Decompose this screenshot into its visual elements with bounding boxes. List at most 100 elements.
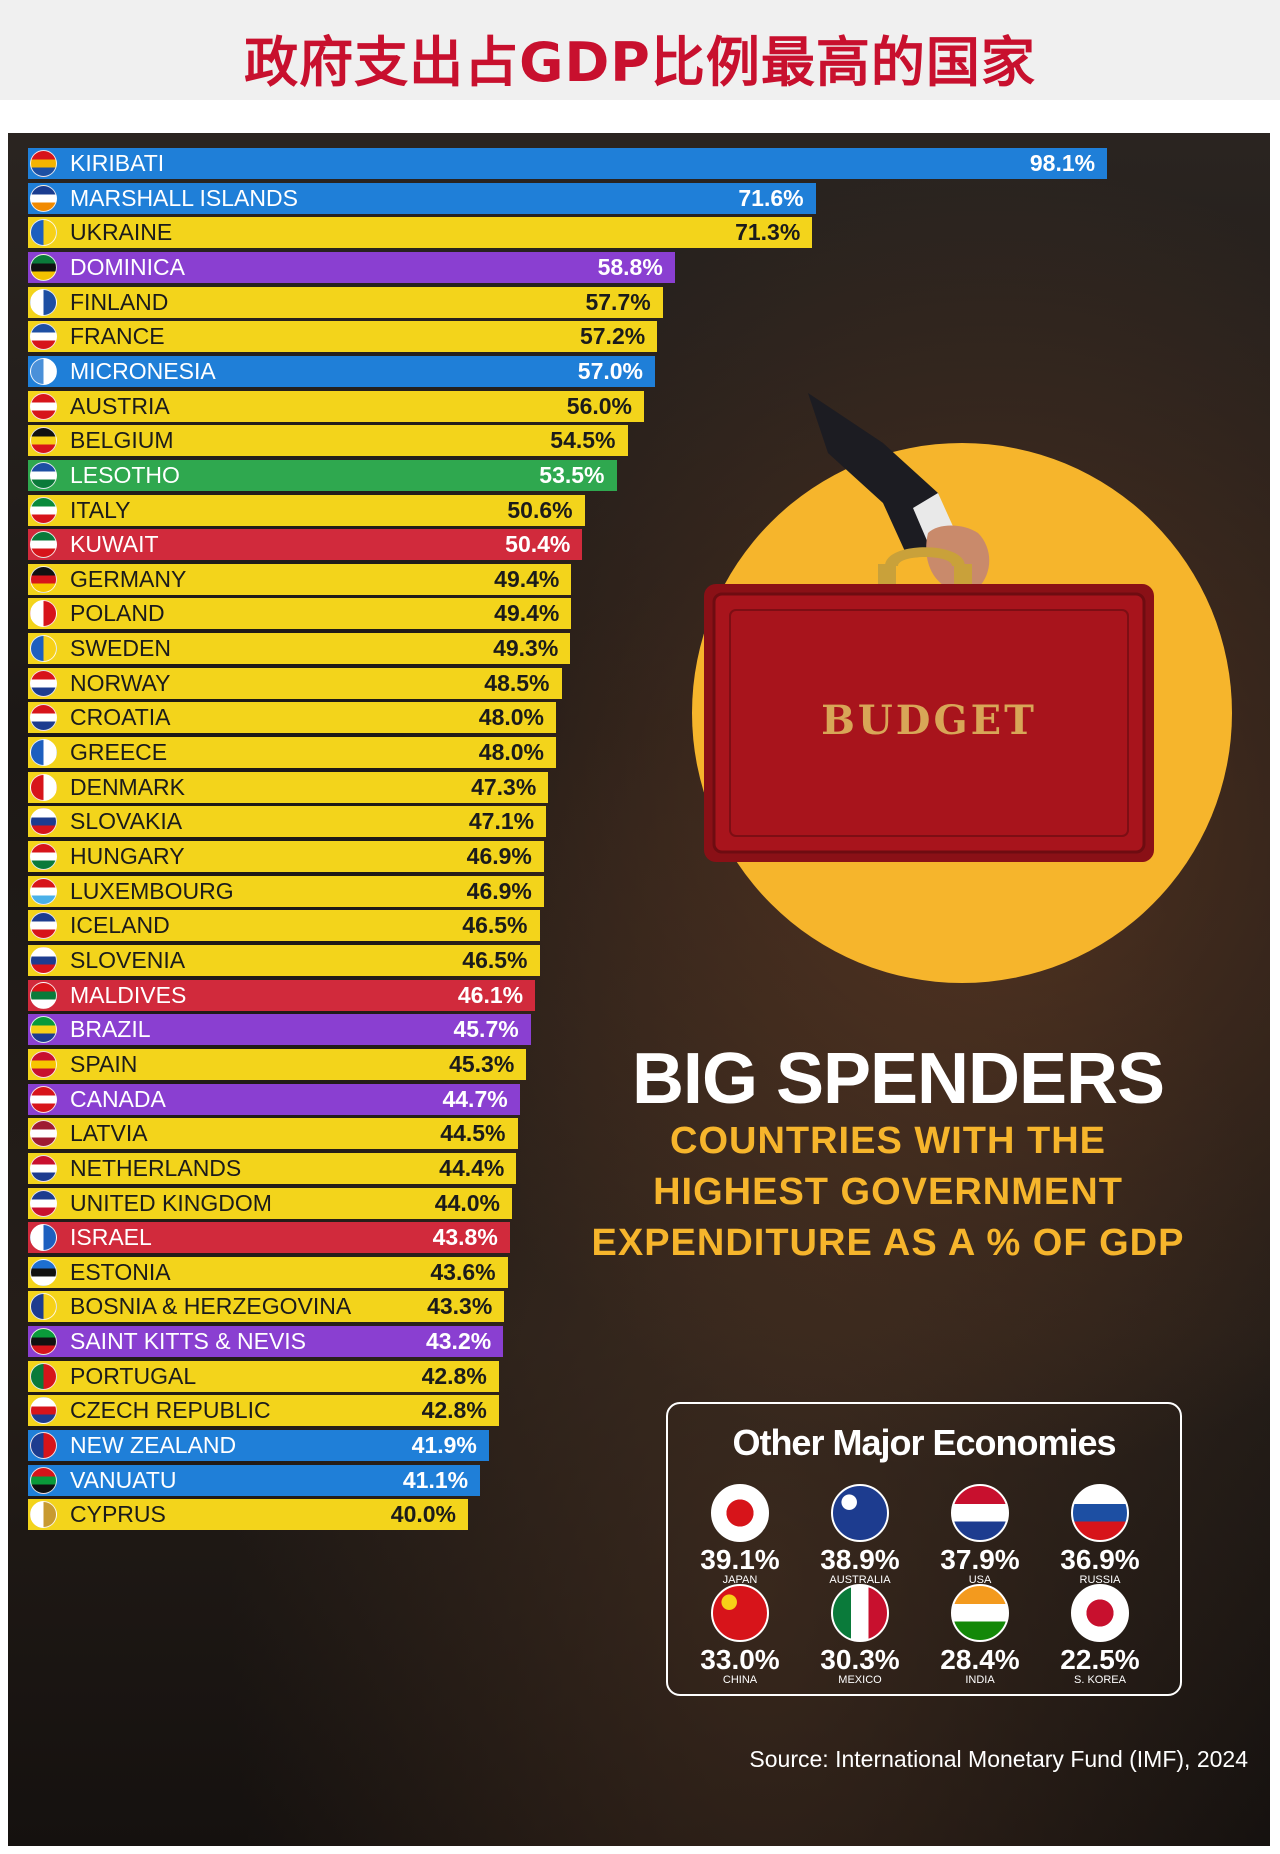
bar-value-label: 50.4% [505, 531, 571, 558]
bar-bosnia-herzegovina: BOSNIA & HERZEGOVINA 43.3% [28, 1291, 505, 1323]
bar-value-label: 41.9% [411, 1432, 477, 1459]
bar-value-label: 45.3% [449, 1050, 515, 1077]
flag-icon [831, 1584, 889, 1642]
economy-value: 30.3% [820, 1644, 900, 1675]
bar-country-label: DOMINICA [70, 253, 185, 280]
flag-icon [30, 1293, 57, 1321]
flag-icon [30, 1258, 57, 1286]
bar-value-label: 57.2% [579, 323, 646, 350]
bar-country-label: LUXEMBOURG [70, 877, 234, 904]
bar-maldives: MALDIVES 46.1% [28, 979, 536, 1011]
flag-icon [1071, 1484, 1129, 1542]
bar-austria: AUSTRIA 56.0% [28, 390, 644, 422]
flag-icon [30, 704, 57, 732]
bar-value-label: 46.1% [457, 981, 524, 1008]
bar-kuwait: KUWAIT 50.4% [28, 529, 583, 561]
bar-country-label: ISRAEL [70, 1224, 152, 1251]
bar-value-label: 43.3% [427, 1293, 493, 1320]
bar-value-label: 48.5% [484, 669, 550, 696]
bar-luxembourg: LUXEMBOURG 46.9% [28, 875, 544, 907]
flag-icon [30, 253, 57, 281]
bar-country-label: NEW ZEALAND [70, 1432, 237, 1459]
flag-icon [30, 1224, 57, 1252]
bar-france: FRANCE 57.2% [28, 321, 658, 353]
economy-value: 37.9% [940, 1544, 1020, 1575]
flag-icon [30, 1154, 57, 1182]
bar-country-label: POLAND [70, 600, 165, 627]
bar-sweden: SWEDEN 49.3% [28, 633, 571, 665]
bar-croatia: CROATIA 48.0% [28, 702, 556, 734]
bar-new-zealand: NEW ZEALAND 41.9% [28, 1430, 489, 1462]
economy-value: 38.9% [820, 1544, 900, 1575]
bar-canada: CANADA 44.7% [28, 1083, 520, 1115]
chart-subtitle-line-3: EXPENDITURE AS A % OF GDP [591, 1222, 1185, 1264]
flag-icon [30, 1466, 57, 1494]
bar-country-label: SWEDEN [70, 635, 171, 662]
bar-value-label: 57.7% [585, 288, 651, 315]
bar-country-label: ESTONIA [70, 1258, 171, 1285]
chart-subtitle-line-2: HIGHEST GOVERNMENT [653, 1171, 1123, 1213]
bar-country-label: UNITED KINGDOM [70, 1189, 272, 1216]
bar-country-label: GERMANY [70, 565, 187, 592]
flag-icon [30, 496, 57, 524]
economy-name: RUSSIA [1079, 1574, 1121, 1586]
bar-marshall-islands: MARSHALL ISLANDS 71.6% [28, 182, 816, 214]
bar-country-label: ITALY [70, 496, 131, 523]
flag-icon [30, 600, 57, 628]
economy-value: 28.4% [940, 1644, 1020, 1675]
flag-icon [30, 357, 57, 385]
bar-saint-kitts-nevis: SAINT KITTS & NEVIS 43.2% [28, 1326, 504, 1358]
flag-icon [30, 461, 57, 489]
economy-usa: 37.9% USA [920, 1484, 1040, 1586]
flag-icon [30, 1397, 57, 1425]
economy-japan: 39.1% JAPAN [680, 1484, 800, 1586]
bar-country-label: SAINT KITTS & NEVIS [70, 1328, 307, 1355]
bar-iceland: ICELAND 46.5% [28, 910, 540, 942]
economy-value: 33.0% [700, 1644, 780, 1675]
flag-icon [1071, 1584, 1129, 1642]
bar-value-label: 47.3% [471, 773, 537, 800]
bar-country-label: PORTUGAL [70, 1362, 197, 1389]
bar-country-label: UKRAINE [70, 219, 173, 246]
briefcase-label: BUDGET [821, 697, 1037, 744]
economy-value: 36.9% [1060, 1544, 1140, 1575]
page-title: 政府支出占GDP比例最高的国家 [244, 31, 1036, 94]
bar-denmark: DENMARK 47.3% [28, 771, 549, 803]
bar-country-label: HUNGARY [70, 843, 185, 869]
bar-slovenia: SLOVENIA 46.5% [28, 944, 540, 976]
bar-country-label: KUWAIT [70, 531, 159, 558]
bar-value-label: 45.7% [453, 1016, 519, 1043]
infographic-panel: BUDGET KIRIBATI 98.1% MARSHALL ISLANDS 71.6… [8, 133, 1270, 1846]
bar-czech-republic: CZECH REPUBLIC 42.8% [28, 1395, 499, 1427]
bar-country-label: FINLAND [70, 288, 169, 315]
bar-value-label: 54.5% [550, 427, 616, 454]
bar-country-label: CROATIA [70, 704, 171, 731]
flag-icon [30, 739, 57, 767]
economy-name: AUSTRALIA [829, 1574, 891, 1586]
bar-country-label: CZECH REPUBLIC [70, 1397, 271, 1424]
economy-australia: 38.9% AUSTRALIA [800, 1484, 920, 1586]
economy-name: USA [968, 1574, 992, 1586]
bar-country-label: SLOVENIA [70, 946, 186, 973]
bar-brazil: BRAZIL 45.7% [28, 1014, 531, 1046]
economy-mexico: 30.3% MEXICO [800, 1584, 920, 1686]
bar-micronesia: MICRONESIA 57.0% [28, 355, 655, 387]
bar-country-label: BELGIUM [70, 427, 174, 454]
bar-value-label: 71.6% [738, 184, 804, 211]
bar-hungary: HUNGARY 46.9% [28, 841, 544, 872]
bar-value-label: 58.8% [597, 253, 663, 280]
flag-icon [30, 1050, 57, 1078]
bar-value-label: 43.8% [432, 1224, 498, 1251]
source-note: Source: International Monetary Fund (IMF… [749, 1746, 1248, 1772]
flag-icon [30, 531, 57, 559]
bar-country-label: LESOTHO [70, 461, 180, 488]
bar-value-label: 57.0% [577, 357, 643, 384]
bar-value-label: 46.5% [462, 946, 528, 973]
bar-value-label: 44.4% [439, 1154, 505, 1181]
economy-russia: 36.9% RUSSIA [1040, 1484, 1160, 1586]
flag-icon [30, 1085, 57, 1113]
flag-icon [951, 1484, 1009, 1542]
bar-value-label: 41.1% [402, 1466, 469, 1493]
page-header: 政府支出占GDP比例最高的国家 [0, 0, 1280, 100]
bar-spain: SPAIN 45.3% [28, 1048, 527, 1080]
